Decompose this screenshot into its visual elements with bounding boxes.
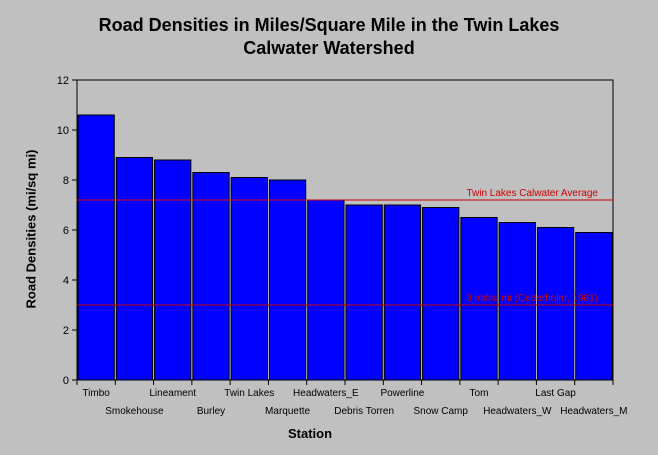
x-tick-label-snow-camp: Snow Camp [413,406,468,417]
y-tick-label: 0 [63,375,69,387]
y-tick-label: 2 [63,325,69,337]
bar-timbo [77,114,115,381]
x-axis-label: Station [287,426,333,441]
bar-smokehouse [115,157,154,381]
chart-title-line-2: Calwater Watershed [243,38,415,58]
bar-lineament [154,159,192,381]
bar-snow-camp [422,207,460,381]
reference-line-label-1: Twin Lakes Calwater Average [466,188,598,199]
y-tick-label: 12 [57,75,69,87]
bar-marquette [268,179,307,381]
bar-debris-torren [345,204,383,381]
bar-powerline [383,204,422,381]
x-tick-label-burley: Burley [197,406,225,417]
bar-twin-lakes [230,177,268,381]
x-tick-label-headwaters-m: Headwaters_M [560,406,627,417]
x-tick-label-last-gap: Last Gap [535,388,576,399]
bar-burley [192,172,230,381]
x-tick-label-smokehouse: Smokehouse [105,406,164,417]
x-tick-label-headwaters-e: Headwaters_E [293,388,359,399]
x-tick-label-powerline: Powerline [380,388,424,399]
x-tick-label-lineament: Lineament [149,388,196,399]
y-tick-label: 10 [57,125,69,137]
reference-line-label-2: 3 mi/sq mi (Cederholm, 1981) [466,293,598,304]
x-tick-label-tom: Tom [470,388,489,399]
bar-headwaters-w [498,222,536,381]
x-tick-label-debris-torren: Debris Torren [334,406,394,417]
x-tick-label-marquette: Marquette [265,406,310,417]
y-tick-label: 6 [63,225,69,237]
bar-headwaters-e [307,199,345,381]
bar-last-gap [536,227,575,381]
x-tick-label-timbo: Timbo [82,388,110,399]
chart-title-line-1: Road Densities in Miles/Square Mile in t… [98,15,560,35]
y-tick-label: 8 [63,175,69,187]
bar-tom [460,217,498,381]
bar-headwaters-m [575,232,613,381]
x-tick-label-twin-lakes: Twin Lakes [224,388,274,399]
y-tick-label: 4 [63,275,69,287]
x-tick-label-headwaters-w: Headwaters_W [483,406,552,417]
